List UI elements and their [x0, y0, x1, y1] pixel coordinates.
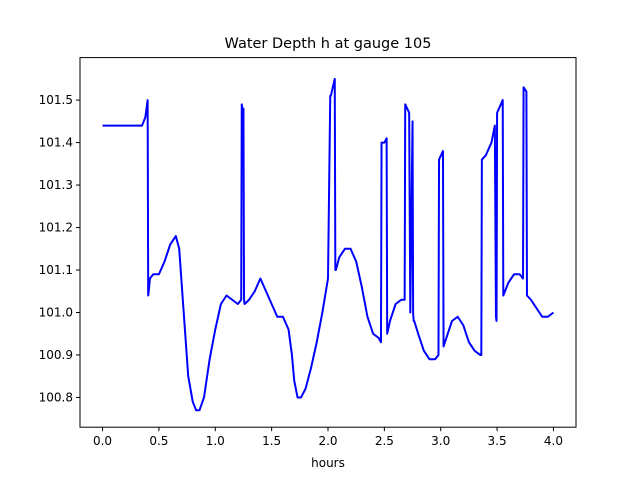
y-tick-label: 101.2 [39, 221, 73, 235]
x-axis-ticks: 0.0 0.5 1.0 1.5 2.0 2.5 3.0 3.5 4.0 [93, 427, 563, 448]
y-tick-label: 101.3 [39, 178, 73, 192]
x-tick-label: 2.5 [375, 434, 394, 448]
y-tick-label: 101.1 [39, 263, 73, 277]
axes-frame [79, 57, 577, 428]
x-axis-title: hours [311, 456, 345, 470]
y-tick-label: 101.4 [39, 136, 73, 150]
x-tick-label: 1.0 [206, 434, 225, 448]
x-tick-label: 3.5 [488, 434, 507, 448]
y-axis-ticks: 100.8 100.9 101.0 101.1 101.2 101.3 101.4 101.5 [39, 93, 80, 404]
chart-title: Water Depth h at gauge 105 [225, 36, 432, 52]
y-tick-label: 100.9 [39, 348, 73, 362]
x-tick-label: 0.5 [149, 434, 168, 448]
x-tick-label: 4.0 [544, 434, 563, 448]
y-tick-label: 101.0 [39, 305, 73, 319]
x-tick-label: 0.0 [93, 434, 112, 448]
y-tick-label: 101.5 [39, 93, 73, 107]
plot-area [102, 77, 555, 412]
x-tick-label: 1.5 [262, 434, 281, 448]
water-depth-series-line [102, 77, 555, 412]
x-tick-label: 2.0 [318, 434, 337, 448]
y-tick-label: 100.8 [39, 390, 73, 404]
x-tick-label: 3.0 [431, 434, 450, 448]
